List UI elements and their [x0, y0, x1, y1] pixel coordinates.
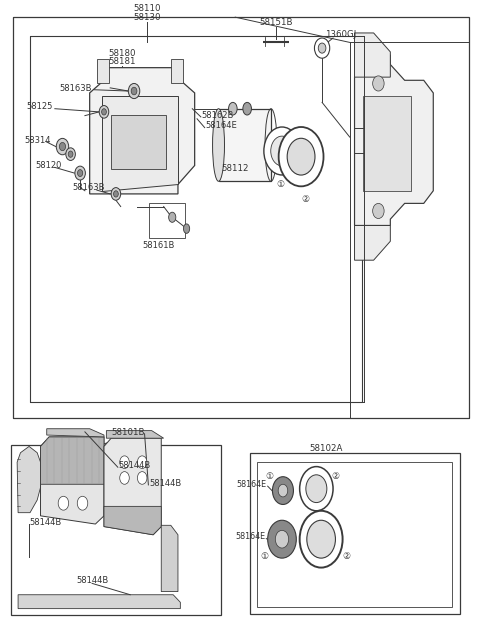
- Ellipse shape: [228, 102, 237, 115]
- Text: ②: ②: [342, 552, 350, 561]
- Polygon shape: [18, 595, 180, 609]
- Circle shape: [66, 148, 75, 160]
- Polygon shape: [355, 33, 390, 77]
- Circle shape: [276, 531, 288, 548]
- Circle shape: [128, 84, 140, 99]
- Bar: [257, 462, 452, 607]
- Polygon shape: [90, 68, 195, 194]
- Text: 58164E: 58164E: [235, 532, 265, 541]
- Bar: [111, 115, 166, 169]
- Polygon shape: [40, 437, 104, 524]
- Circle shape: [372, 204, 384, 219]
- Circle shape: [68, 151, 73, 157]
- Circle shape: [372, 76, 384, 91]
- Circle shape: [114, 191, 118, 197]
- Circle shape: [137, 472, 147, 484]
- Circle shape: [137, 456, 147, 469]
- Bar: [30, 36, 362, 402]
- Polygon shape: [17, 446, 40, 513]
- Polygon shape: [104, 507, 161, 534]
- Circle shape: [271, 136, 293, 166]
- Polygon shape: [102, 96, 178, 191]
- Polygon shape: [47, 429, 104, 437]
- Bar: [97, 60, 109, 84]
- Circle shape: [58, 496, 69, 510]
- Text: ②: ②: [331, 472, 339, 481]
- Text: 58162B: 58162B: [202, 110, 234, 119]
- Text: ①: ①: [265, 472, 274, 481]
- Circle shape: [318, 43, 326, 53]
- Text: 58144B: 58144B: [118, 461, 151, 470]
- Text: 58161B: 58161B: [143, 241, 175, 250]
- Circle shape: [77, 496, 88, 510]
- Ellipse shape: [213, 108, 225, 181]
- Circle shape: [99, 105, 109, 118]
- Text: 58163B: 58163B: [60, 84, 92, 93]
- Text: 58110: 58110: [133, 4, 161, 13]
- Text: 58164E: 58164E: [205, 120, 238, 129]
- Bar: [363, 96, 411, 191]
- Ellipse shape: [168, 212, 176, 223]
- Text: ②: ②: [302, 195, 310, 204]
- Text: 1360GJ: 1360GJ: [324, 30, 356, 39]
- Circle shape: [268, 521, 296, 558]
- Polygon shape: [355, 55, 433, 226]
- Text: 58180: 58180: [108, 49, 135, 58]
- Text: 58130: 58130: [133, 13, 161, 22]
- Text: 58144B: 58144B: [76, 576, 108, 585]
- Circle shape: [60, 143, 66, 151]
- Bar: [171, 60, 183, 84]
- Ellipse shape: [183, 224, 190, 233]
- Bar: [11, 444, 221, 615]
- Text: 58112: 58112: [221, 164, 249, 172]
- Text: 58101B: 58101B: [111, 428, 144, 437]
- Circle shape: [264, 127, 300, 175]
- Polygon shape: [161, 526, 178, 592]
- Circle shape: [131, 87, 137, 95]
- Text: 58314: 58314: [24, 136, 51, 145]
- Bar: [218, 108, 271, 181]
- Bar: [149, 204, 185, 238]
- Text: 58151B: 58151B: [259, 18, 292, 27]
- Bar: [250, 453, 459, 614]
- Circle shape: [287, 138, 315, 175]
- Text: 58181: 58181: [108, 58, 135, 67]
- Text: 58144B: 58144B: [149, 479, 181, 488]
- Circle shape: [273, 477, 293, 505]
- Polygon shape: [40, 437, 104, 484]
- Text: 58120: 58120: [36, 161, 62, 170]
- Circle shape: [300, 467, 333, 511]
- Circle shape: [102, 108, 107, 115]
- Text: 58125: 58125: [26, 102, 52, 112]
- Circle shape: [120, 456, 129, 469]
- Circle shape: [306, 475, 327, 503]
- Text: 58163B: 58163B: [72, 183, 105, 192]
- Circle shape: [111, 188, 120, 200]
- Circle shape: [300, 511, 343, 567]
- Circle shape: [307, 521, 336, 558]
- Circle shape: [314, 38, 330, 58]
- Text: ①: ①: [276, 180, 284, 189]
- Circle shape: [279, 127, 324, 186]
- Text: 58164E: 58164E: [237, 480, 267, 489]
- Polygon shape: [355, 226, 390, 260]
- Text: 58144B: 58144B: [29, 517, 61, 527]
- Polygon shape: [107, 430, 164, 438]
- Circle shape: [77, 170, 83, 176]
- Polygon shape: [104, 438, 161, 534]
- Circle shape: [120, 472, 129, 484]
- Circle shape: [75, 166, 85, 180]
- Text: ①: ①: [261, 552, 269, 561]
- Bar: [13, 17, 469, 418]
- Text: 58102A: 58102A: [309, 444, 343, 453]
- Ellipse shape: [243, 102, 252, 115]
- Circle shape: [278, 484, 288, 497]
- Circle shape: [56, 138, 69, 155]
